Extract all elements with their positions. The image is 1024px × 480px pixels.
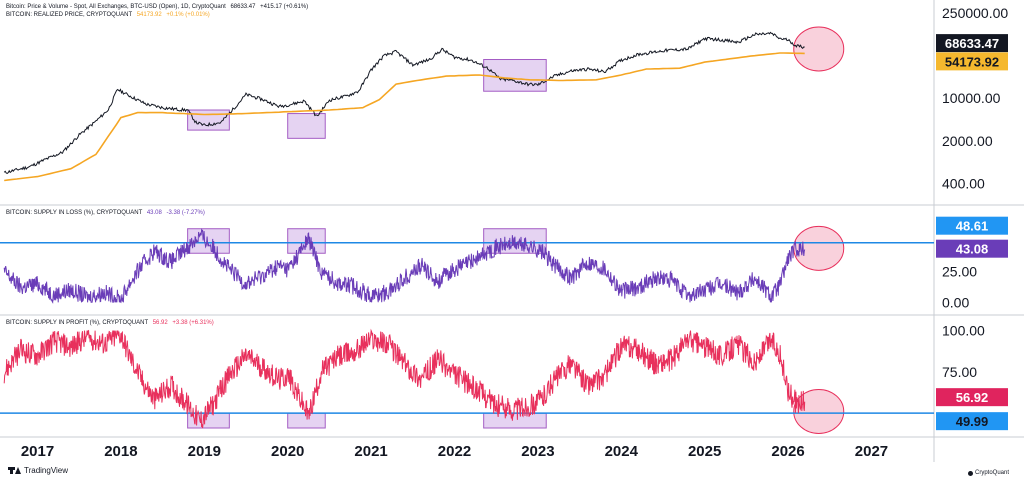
loss-legend-title: BITCOIN: SUPPLY IN LOSS (%), CRYPTOQUANT <box>6 210 143 216</box>
highlight-box <box>483 412 547 429</box>
price-label-loss-bg <box>936 239 1008 258</box>
x-tick-label: 2017 <box>21 443 54 460</box>
loss-legend-value: 43.08 <box>146 210 162 216</box>
price-label-loss: 43.08 <box>956 242 989 257</box>
profit-legend-value: 56.92 <box>152 320 168 326</box>
price-label-realized: 54173.92 <box>945 54 999 69</box>
realized-legend-title: BITCOIN: REALIZED PRICE, CRYPTOQUANT <box>6 12 133 18</box>
price-label-btc: 68633.47 <box>945 36 999 51</box>
tradingview-logo[interactable]: TradingView <box>8 466 68 475</box>
price-series-line <box>3 31 805 174</box>
y-tick-label: 0.00 <box>942 294 969 310</box>
price-label-loss-threshold-bg <box>936 216 1008 235</box>
cryptoquant-logo: CryptoQuant <box>968 470 1009 476</box>
cryptoquant-text: CryptoQuant <box>975 470 1010 476</box>
highlight-box <box>287 412 326 429</box>
y-tick-label: 400.00 <box>942 176 985 192</box>
price-legend-value: 68633.47 <box>230 4 256 10</box>
x-tick-label: 2022 <box>438 443 471 460</box>
price-label-profit-threshold: 49.99 <box>956 414 989 429</box>
y-tick-label: 100.00 <box>942 323 985 339</box>
x-tick-label: 2019 <box>188 443 221 460</box>
y-tick-label: 25.00 <box>942 264 977 280</box>
supply-in-loss-line <box>3 227 806 304</box>
profit-legend: BITCOIN: SUPPLY IN PROFIT (%), CRYPTOQUA… <box>6 319 214 327</box>
highlight-box <box>187 228 230 254</box>
highlight-box <box>287 113 326 139</box>
y-tick-label: 10000.00 <box>942 90 1001 106</box>
price-label-profit-threshold-bg <box>936 412 1008 431</box>
y-tick-label: 75.00 <box>942 364 977 380</box>
x-tick-label: 2026 <box>771 443 804 460</box>
price-label-loss-threshold: 48.61 <box>956 219 989 234</box>
realized-legend: BITCOIN: REALIZED PRICE, CRYPTOQUANT 541… <box>6 11 210 19</box>
x-tick-label: 2021 <box>354 443 387 460</box>
loss-legend: BITCOIN: SUPPLY IN LOSS (%), CRYPTOQUANT… <box>6 209 205 217</box>
loss-legend-change: -3.38 (-7.27%) <box>166 210 205 216</box>
cryptoquant-icon <box>968 470 973 476</box>
tradingview-icon <box>8 467 21 474</box>
highlight-box <box>483 59 547 92</box>
x-tick-label: 2020 <box>271 443 304 460</box>
price-legend-change: +415.17 (+0.61%) <box>260 4 309 10</box>
price-label-profit: 56.92 <box>956 390 989 405</box>
price-label-btc-bg <box>936 34 1008 53</box>
price-label-realized-bg <box>936 52 1008 71</box>
realized-legend-value: 54173.92 <box>136 12 162 18</box>
tradingview-text: TradingView <box>24 466 69 475</box>
supply-in-profit-line <box>3 328 806 429</box>
x-tick-label: 2025 <box>688 443 721 460</box>
x-tick-label: 2023 <box>521 443 554 460</box>
highlight-ellipse <box>793 26 845 72</box>
y-tick-label: 2000.00 <box>942 133 993 149</box>
x-tick-label: 2027 <box>855 443 888 460</box>
highlight-ellipse <box>793 388 845 434</box>
y-tick-label: 250000.00 <box>942 5 1008 21</box>
price-legend-title: Bitcoin: Price & Volume - Spot, All Exch… <box>6 4 226 10</box>
price-label-profit-bg <box>936 388 1008 407</box>
realized-price-line <box>4 52 805 182</box>
price-legend: Bitcoin: Price & Volume - Spot, All Exch… <box>6 3 308 11</box>
profit-legend-title: BITCOIN: SUPPLY IN PROFIT (%), CRYPTOQUA… <box>6 320 149 326</box>
profit-legend-change: +3.38 (+6.31%) <box>172 320 214 326</box>
realized-legend-change: +0.1% (+0.01%) <box>166 12 210 18</box>
x-tick-label: 2024 <box>605 443 639 460</box>
x-tick-label: 2018 <box>104 443 137 460</box>
